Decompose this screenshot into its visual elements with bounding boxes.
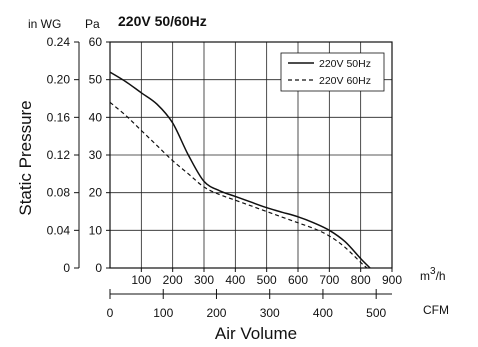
legend-box [280, 52, 385, 92]
pa-tick-label-0: 0 [95, 261, 102, 275]
cfm-tick-label-2: 200 [206, 306, 226, 320]
inwg-tick-label-2: 0.08 [47, 186, 71, 200]
m3h-tick-label-2: 300 [194, 273, 214, 287]
x-primary-unit: m3/h [420, 266, 446, 283]
inwg-tick-label-0: 0 [63, 261, 70, 275]
legend-label-50hz: 220V 50Hz [319, 58, 371, 70]
pa-tick-label-5: 50 [89, 73, 103, 87]
m3h-tick-label-8: 900 [382, 273, 402, 287]
inwg-tick-label-4: 0.16 [47, 110, 71, 124]
m3h-tick-label-5: 600 [288, 273, 308, 287]
m3h-tick-label-0: 100 [131, 273, 151, 287]
inwg-tick-label-6: 0.24 [47, 35, 71, 49]
x-secondary-unit: CFM [423, 303, 449, 317]
m3h-tick-label-7: 800 [351, 273, 371, 287]
series-line-50hz [109, 71, 371, 269]
y-axis-title: Static Pressure [16, 100, 35, 215]
pa-tick-label-1: 10 [89, 223, 103, 237]
cfm-tick-label-0: 0 [107, 306, 114, 320]
m3h-tick-label-3: 400 [225, 273, 245, 287]
inwg-tick-label-5: 0.20 [47, 73, 71, 87]
cfm-tick-label-4: 400 [313, 306, 333, 320]
right-axis-unit: Pa [85, 17, 100, 31]
m3h-tick-label-1: 200 [163, 273, 183, 287]
inwg-tick-label-3: 0.12 [47, 148, 71, 162]
pa-tick-label-4: 40 [89, 110, 103, 124]
series-lines [109, 71, 371, 269]
m3h-tick-label-4: 500 [257, 273, 277, 287]
plot-frame [109, 41, 393, 269]
cfm-tick-label-5: 500 [366, 306, 386, 320]
axis-ticks: 010203040506000.040.080.120.160.200.2410… [47, 35, 403, 320]
pa-tick-label-2: 20 [89, 186, 103, 200]
pa-tick-label-3: 30 [89, 148, 103, 162]
m3h-tick-label-6: 700 [319, 273, 339, 287]
legend: 220V 50Hz 220V 60Hz [280, 52, 385, 92]
cfm-tick-label-1: 100 [153, 306, 173, 320]
pa-tick-label-6: 60 [89, 35, 103, 49]
series-line-60hz [109, 101, 368, 269]
inwg-tick-label-1: 0.04 [47, 223, 71, 237]
left-axis-unit: in WG [28, 17, 61, 31]
legend-label-60hz: 220V 60Hz [319, 75, 371, 87]
cfm-tick-label-3: 300 [260, 306, 280, 320]
x-axis-title: Air Volume [215, 324, 297, 343]
chart-title: 220V 50/60Hz [118, 13, 207, 29]
